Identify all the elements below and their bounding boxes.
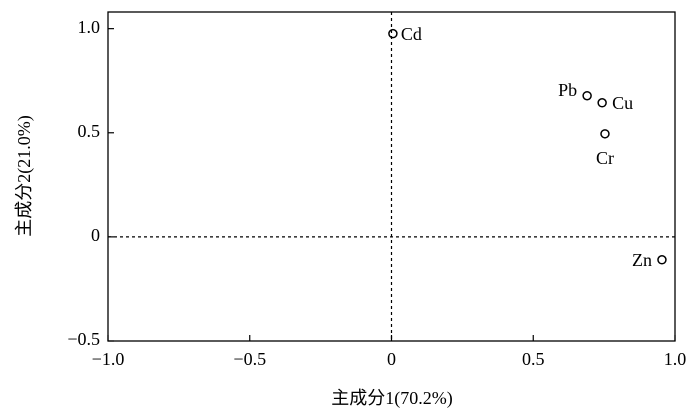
x-tick-label: 0 [387, 349, 396, 369]
point [600, 129, 610, 139]
x-tick-label: −0.5 [233, 349, 266, 369]
point [597, 98, 607, 108]
y-tick-label: 0 [91, 225, 100, 245]
y-tick-label: −0.5 [67, 329, 100, 349]
point-label: Cr [596, 148, 614, 168]
point-label: Pb [558, 80, 577, 100]
point-label: Cd [401, 24, 422, 44]
point-label: Cu [612, 93, 633, 113]
x-tick-label: −1.0 [92, 349, 125, 369]
y-axis-label: 主成分2(21.0%) [14, 115, 35, 236]
point-label: Zn [632, 250, 652, 270]
x-axis-label: 主成分1(70.2%) [331, 388, 452, 409]
point [582, 90, 592, 101]
point [388, 28, 398, 39]
y-tick-label: 0.5 [78, 121, 101, 141]
y-tick-label: 1.0 [78, 17, 101, 37]
point [657, 255, 667, 265]
x-tick-label: 1.0 [664, 349, 687, 369]
x-tick-label: 0.5 [522, 349, 545, 369]
